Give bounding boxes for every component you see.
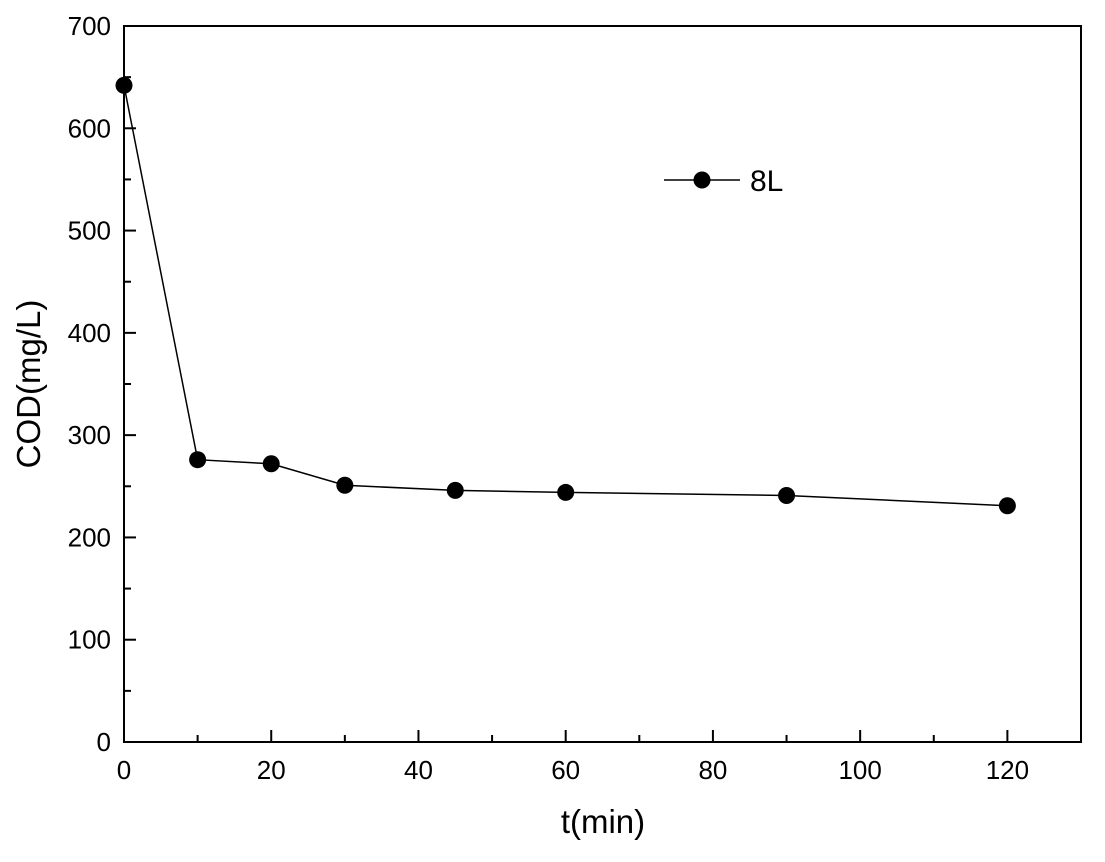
y-tick-label: 300 <box>68 420 111 450</box>
y-tick-label: 400 <box>68 318 111 348</box>
y-tick-label: 700 <box>68 11 111 41</box>
data-point <box>189 451 206 468</box>
legend-label: 8L <box>750 165 783 198</box>
y-tick-label: 200 <box>68 522 111 552</box>
y-tick-label: 500 <box>68 216 111 246</box>
data-point <box>557 484 574 501</box>
x-tick-label: 60 <box>551 755 580 785</box>
y-axis-label: COD(mg/L) <box>10 300 47 469</box>
data-point <box>447 482 464 499</box>
data-point <box>336 477 353 494</box>
series-line <box>124 85 1007 505</box>
data-point <box>999 497 1016 514</box>
y-tick-label: 0 <box>97 727 111 757</box>
x-axis: 0 20 40 60 80 100 120 <box>117 730 1081 785</box>
x-tick-label: 40 <box>404 755 433 785</box>
y-tick-label: 100 <box>68 625 111 655</box>
x-tick-label: 120 <box>986 755 1029 785</box>
x-tick-label: 0 <box>117 755 131 785</box>
x-axis-label: t(min) <box>561 803 645 840</box>
series-layer <box>116 77 1016 514</box>
data-point <box>116 77 133 94</box>
y-axis: 0 100 200 300 400 500 600 700 <box>68 11 136 757</box>
x-tick-label: 80 <box>698 755 727 785</box>
y-tick-label: 600 <box>68 113 111 143</box>
data-point <box>778 487 795 504</box>
plot-frame <box>124 26 1081 742</box>
legend: 8L <box>664 165 783 198</box>
legend-marker <box>694 172 711 189</box>
x-tick-label: 20 <box>257 755 286 785</box>
x-tick-label: 100 <box>838 755 881 785</box>
data-point <box>263 455 280 472</box>
